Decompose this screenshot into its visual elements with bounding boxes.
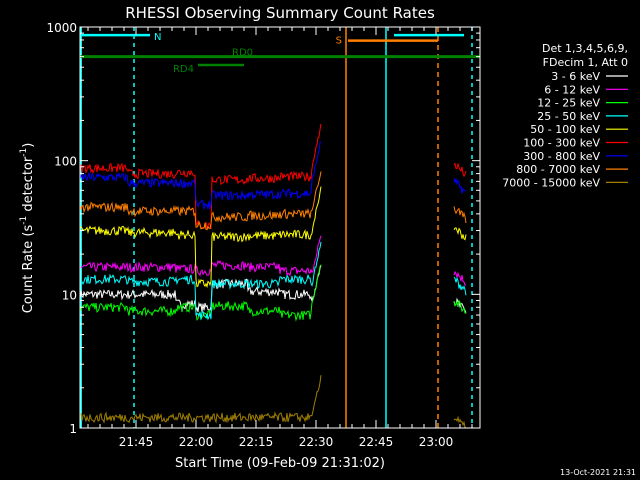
- y-tick-label-0: 1: [69, 422, 77, 436]
- series-line-6-b: [453, 177, 467, 194]
- series-line-4: [79, 186, 322, 289]
- flag-label-rd4: RD4: [173, 64, 194, 75]
- legend-label-4: 50 - 100 keV: [530, 123, 600, 136]
- y-axis-label-mid: detector: [21, 156, 36, 216]
- legend-label-2: 12 - 25 keV: [537, 97, 600, 110]
- series-line-8-b: [453, 415, 466, 428]
- legend-label-8: 7000 - 15000 keV: [502, 176, 600, 189]
- y-axis-label: Count Rate (s-1 detector-1): [19, 143, 36, 314]
- legend-header-2: FDecim 1, Att 0: [543, 56, 628, 69]
- series-line-3-b: [453, 276, 467, 296]
- legend-label-0: 3 - 6 keV: [551, 70, 600, 83]
- y-axis-label-sup2: -1: [19, 148, 29, 157]
- x-tick-label-4: 22:45: [359, 435, 394, 449]
- y-tick-label-3: 1000: [46, 21, 77, 35]
- series-line-6: [79, 141, 322, 210]
- legend-label-7: 800 - 7000 keV: [516, 163, 600, 176]
- legend-header-1: Det 1,3,4,5,6,9,: [542, 42, 628, 55]
- series-line-2-b: [453, 299, 467, 314]
- chart-title: RHESSI Observing Summary Count Rates: [125, 4, 435, 22]
- y-axis-label-sup1: -1: [19, 216, 29, 225]
- x-tick-label-5: 23:00: [419, 435, 454, 449]
- flag-label-s: S: [336, 36, 342, 47]
- series-line-5-b: [453, 162, 467, 178]
- series-line-8: [79, 375, 322, 424]
- flag-label-n: N: [154, 32, 161, 43]
- series-line-4-b: [453, 227, 467, 241]
- y-tick-label-2: 100: [54, 155, 77, 169]
- series-line-1: [79, 235, 322, 277]
- plot-area: N S RD0 RD4 1 10 100 1000 21:45 22:00 22:15 22:30 22…: [46, 21, 481, 449]
- x-axis-label: Start Time (09-Feb-09 21:31:02): [175, 456, 385, 471]
- y-axis-label-end: ): [21, 143, 36, 148]
- series-line-7: [79, 171, 322, 231]
- timestamp: 13-Oct-2021 21:31: [560, 468, 636, 477]
- series-line-7-b: [453, 206, 467, 224]
- legend-label-3: 25 - 50 keV: [537, 110, 600, 123]
- x-tick-label-3: 22:30: [299, 435, 334, 449]
- y-axis-label-main: Count Rate (s: [21, 225, 36, 314]
- x-tick-label-0: 21:45: [119, 435, 154, 449]
- series-line-0: [79, 265, 322, 313]
- x-tick-label-1: 22:00: [179, 435, 214, 449]
- legend-label-6: 300 - 800 keV: [523, 150, 600, 163]
- legend: Det 1,3,4,5,6,9, FDecim 1, Att 0 3 - 6 k…: [502, 42, 628, 189]
- legend-label-1: 6 - 12 keV: [544, 83, 600, 96]
- flag-label-rd0: RD0: [232, 48, 253, 59]
- series-line-1-b: [453, 270, 467, 286]
- x-tick-label-2: 22:15: [239, 435, 274, 449]
- legend-label-5: 100 - 300 keV: [523, 137, 600, 150]
- plot-frame: [79, 26, 481, 429]
- series-line-3: [79, 241, 322, 321]
- y-tick-label-1: 10: [62, 288, 77, 302]
